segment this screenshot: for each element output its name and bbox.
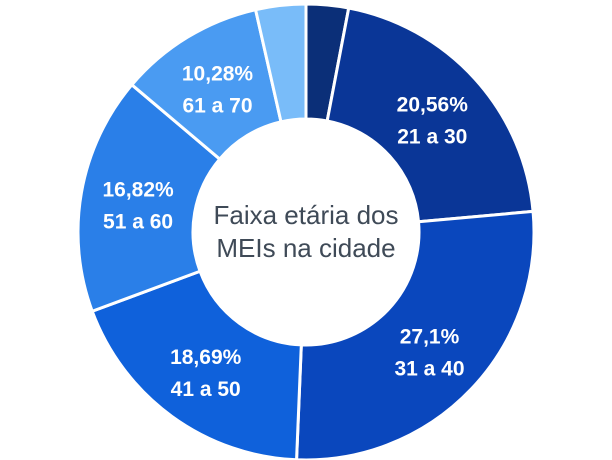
slice-percent-label: 18,69% xyxy=(170,346,242,369)
slice-41-a-50 xyxy=(90,269,303,460)
slice-percent-label: 27,1% xyxy=(400,326,460,349)
slice-31-a-40 xyxy=(295,209,536,460)
labels-layer: 20,56% 21 a 30 27,1% 31 a 40 18,69% 41 a 50 16… xyxy=(102,62,468,401)
slice-percent-label: 10,28% xyxy=(182,62,254,85)
slice-category-label: 31 a 40 xyxy=(394,358,464,381)
slice-category-label: 61 a 70 xyxy=(182,94,252,117)
slice-51-a-60 xyxy=(76,83,222,313)
slice-category-label: 51 a 60 xyxy=(103,211,173,234)
slice-unlabeled-6 xyxy=(254,2,308,124)
slice-category-label: 21 a 30 xyxy=(397,126,467,149)
slice-21-a-30 xyxy=(325,6,535,224)
center-label: Faixa etária dos MEIs na cidade xyxy=(214,200,399,263)
slice-category-label: 41 a 50 xyxy=(171,378,241,401)
slice-percent-label: 16,82% xyxy=(102,179,174,202)
center-label-line-1: Faixa etária dos xyxy=(214,200,399,230)
center-label-line-2: MEIs na cidade xyxy=(216,233,395,263)
slice-percent-label: 20,56% xyxy=(397,94,469,117)
slices-layer xyxy=(76,2,536,460)
